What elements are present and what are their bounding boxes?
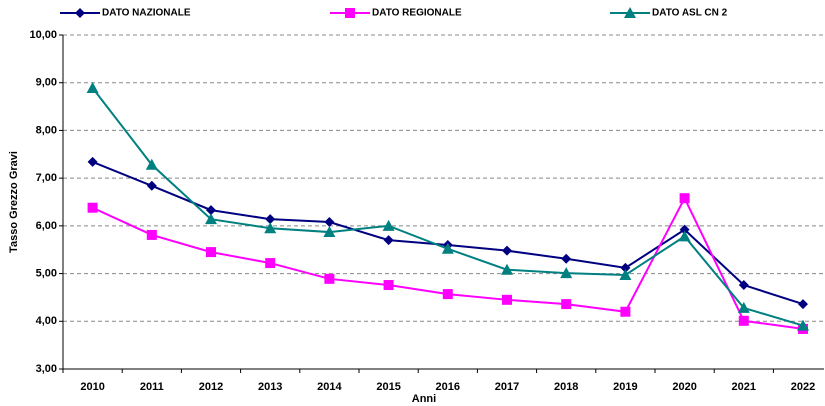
y-tick-label: 9,00	[36, 77, 57, 89]
marker	[86, 81, 99, 93]
y-tick-label: 3,00	[36, 363, 57, 375]
y-tick-label: 6,00	[36, 220, 57, 232]
x-tick-label: 2021	[732, 381, 756, 393]
x-tick-label: 2014	[317, 381, 342, 393]
marker	[678, 230, 691, 242]
y-tick-label: 5,00	[36, 267, 57, 279]
marker	[264, 222, 277, 234]
marker	[345, 8, 355, 18]
legend-label: DATO ASL CN 2	[652, 8, 728, 19]
marker	[206, 205, 216, 216]
x-tick-label: 2019	[613, 381, 637, 393]
x-tick-label: 2018	[554, 381, 578, 393]
marker	[323, 226, 336, 238]
marker	[737, 301, 750, 313]
x-tick-label: 2015	[376, 381, 400, 393]
marker	[324, 217, 335, 228]
marker	[561, 253, 572, 264]
legend-label: DATO NAZIONALE	[102, 8, 191, 19]
marker	[382, 219, 395, 231]
marker	[560, 267, 573, 279]
y-tick-label: 8,00	[36, 124, 57, 136]
marker	[324, 273, 335, 284]
marker	[145, 158, 158, 170]
marker	[442, 289, 453, 300]
series-line	[92, 195, 804, 330]
y-tick-label: 7,00	[36, 172, 57, 184]
marker	[738, 280, 749, 291]
x-tick-label: 2022	[791, 381, 815, 393]
marker	[383, 280, 394, 291]
marker	[738, 315, 749, 326]
x-tick-label: 2016	[436, 381, 460, 393]
marker	[797, 319, 809, 331]
marker	[620, 306, 631, 317]
y-tick-label: 10,00	[29, 29, 57, 41]
marker	[679, 224, 690, 235]
y-axis-label: Tasso Grezzo Gravi	[8, 151, 20, 253]
marker	[619, 269, 632, 281]
marker	[146, 180, 157, 191]
marker	[620, 262, 631, 273]
y-tick-label: 4,00	[36, 315, 57, 327]
x-tick-label: 2013	[258, 381, 282, 393]
marker	[205, 213, 217, 225]
x-tick-label: 2017	[495, 381, 519, 393]
x-tick-label: 2020	[672, 381, 696, 393]
marker	[206, 247, 216, 258]
marker	[679, 193, 690, 204]
marker	[502, 245, 512, 256]
marker	[798, 299, 808, 310]
x-axis-label: Anni	[412, 393, 436, 405]
marker	[561, 299, 572, 310]
marker	[502, 294, 512, 305]
legend-label: DATO REGIONALE	[372, 8, 462, 19]
marker	[501, 263, 513, 275]
x-tick-label: 2012	[199, 381, 223, 393]
marker	[265, 214, 276, 225]
marker	[624, 7, 636, 18]
marker	[75, 8, 85, 18]
marker	[87, 156, 98, 167]
marker	[383, 235, 394, 246]
x-tick-label: 2011	[140, 381, 164, 393]
marker	[441, 242, 454, 254]
marker	[146, 229, 157, 240]
series-line	[92, 160, 804, 306]
marker	[265, 258, 276, 269]
marker	[87, 202, 98, 213]
x-tick-label: 2010	[80, 381, 104, 393]
